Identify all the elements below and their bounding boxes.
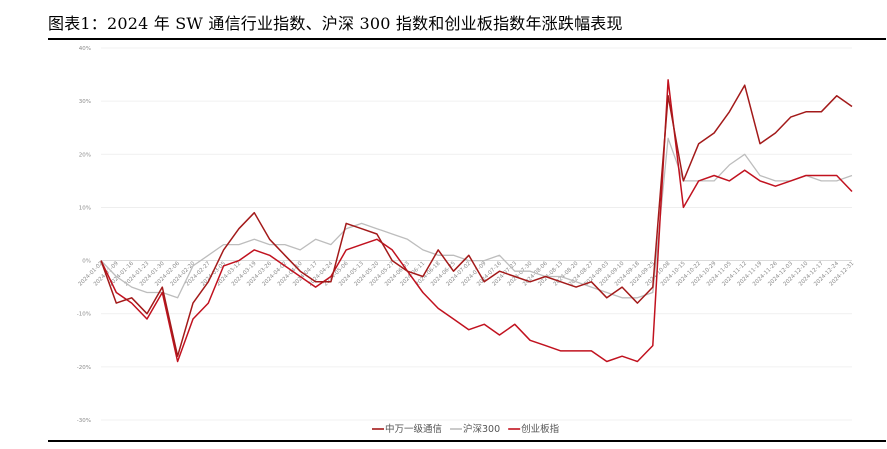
series-line-1 <box>100 84 853 357</box>
title-rule <box>48 38 886 40</box>
bottom-rule <box>48 440 886 442</box>
y-tick-label: 0% <box>82 259 91 265</box>
y-tick-label: 20% <box>79 152 91 158</box>
series-line-2 <box>100 137 853 299</box>
y-axis: -30% -20% -10% 0% 10% 20% 30% 40% <box>77 46 91 424</box>
series-lines <box>100 79 853 363</box>
legend: 中万一级通信 沪深300 创业板指 <box>372 423 560 435</box>
gridlines <box>101 47 852 421</box>
series-line-3 <box>100 79 853 363</box>
legend-label: 创业板指 <box>521 423 560 435</box>
y-tick-label: 30% <box>79 99 91 105</box>
y-tick-label: 40% <box>79 46 91 52</box>
legend-label: 沪深300 <box>463 423 500 435</box>
y-tick-label: 10% <box>79 205 91 211</box>
y-tick-label: -10% <box>77 312 91 318</box>
chart-title: 图表1：2024 年 SW 通信行业指数、沪深 300 指数和创业板指数年涨跌幅… <box>48 14 623 33</box>
legend-label: 中万一级通信 <box>385 423 442 435</box>
y-tick-label: -20% <box>77 365 91 371</box>
y-tick-label: -30% <box>77 418 91 424</box>
